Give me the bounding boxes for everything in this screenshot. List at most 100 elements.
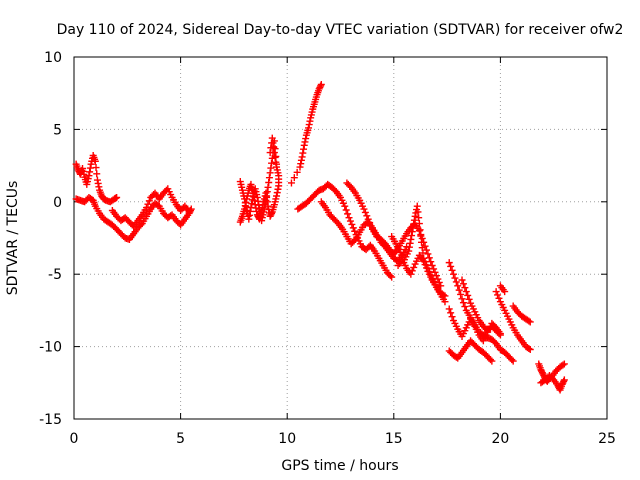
data-point [273,163,281,171]
data-point [415,214,423,222]
data-point [255,214,263,222]
data-point [305,121,313,129]
data-point [306,117,314,125]
data-point [451,274,459,282]
data-point [405,243,413,251]
data-point [420,257,428,265]
series-seg20 [537,372,568,394]
data-point [293,168,301,176]
data-point [241,205,249,213]
data-point [297,160,305,168]
data-point [300,141,308,149]
y-tick-label: 0 [53,195,62,211]
data-point [459,280,467,288]
data-point [268,139,276,147]
data-point [263,188,271,196]
data-point [495,294,503,302]
data-point [271,153,279,161]
data-point [301,138,309,146]
data-point [448,266,456,274]
series-seg11 [394,251,449,306]
data-point [407,235,415,243]
series-seg14 [445,337,496,365]
data-point [145,197,153,205]
series-seg18 [496,282,509,296]
data-point [345,214,353,222]
data-point [298,153,306,161]
series-seg2 [72,193,195,243]
data-point [250,193,258,201]
data-point [416,226,424,234]
x-tick-label: 0 [70,431,79,447]
data-point [246,211,254,219]
data-point [351,227,359,235]
y-tick-label: 5 [53,122,62,138]
x-tick-label: 5 [176,431,185,447]
data-point [302,135,310,143]
data-point [299,149,307,157]
data-point [350,237,358,245]
data-point [305,124,313,132]
data-point [441,298,449,306]
chart-title: Day 110 of 2024, Sidereal Day-to-day VTE… [57,22,624,38]
data-point [142,204,150,212]
data-point [185,208,193,216]
data-point [267,164,275,172]
data-point [508,356,516,364]
data-point [422,264,430,272]
data-point [462,288,470,296]
data-point [349,224,357,232]
data-point [290,174,298,182]
data-point [360,205,368,213]
data-point [388,273,396,281]
data-point [251,201,259,209]
data-point [418,244,426,252]
y-tick-label: 10 [44,50,62,66]
data-point [465,295,473,303]
series-seg17 [509,302,534,326]
data-point [455,286,463,294]
data-points [72,81,568,394]
data-point [296,163,304,171]
data-point [405,247,413,255]
data-point [265,174,273,182]
data-point [415,220,423,228]
data-point [344,210,352,218]
data-point [494,291,502,299]
x-tick-label: 25 [598,431,616,447]
data-point [242,198,250,206]
data-point [461,284,469,292]
data-point [363,212,371,220]
data-point [249,189,257,197]
data-point [366,219,374,227]
data-point [86,168,94,176]
data-point [418,238,426,246]
x-tick-label: 15 [385,431,403,447]
data-point [501,288,509,296]
data-point [91,157,99,165]
data-point [408,228,416,236]
x-axis-label: GPS time / hours [281,458,398,474]
data-point [421,261,429,269]
data-point [458,295,466,303]
data-point [287,179,295,187]
data-point [422,246,430,254]
data-point [267,144,275,152]
data-point [272,158,280,166]
data-point [457,290,465,298]
data-point [361,208,369,216]
data-point [410,216,418,224]
data-point [447,262,455,270]
data-point [449,270,457,278]
data-point [560,360,568,368]
y-tick-label: -15 [39,412,62,428]
data-point [246,207,254,215]
series-seg5 [236,134,283,226]
data-point [268,209,276,217]
data-point [413,202,421,210]
data-point [94,179,102,187]
data-point [560,376,568,384]
series-seg1 [72,151,121,206]
data-point [526,345,534,353]
